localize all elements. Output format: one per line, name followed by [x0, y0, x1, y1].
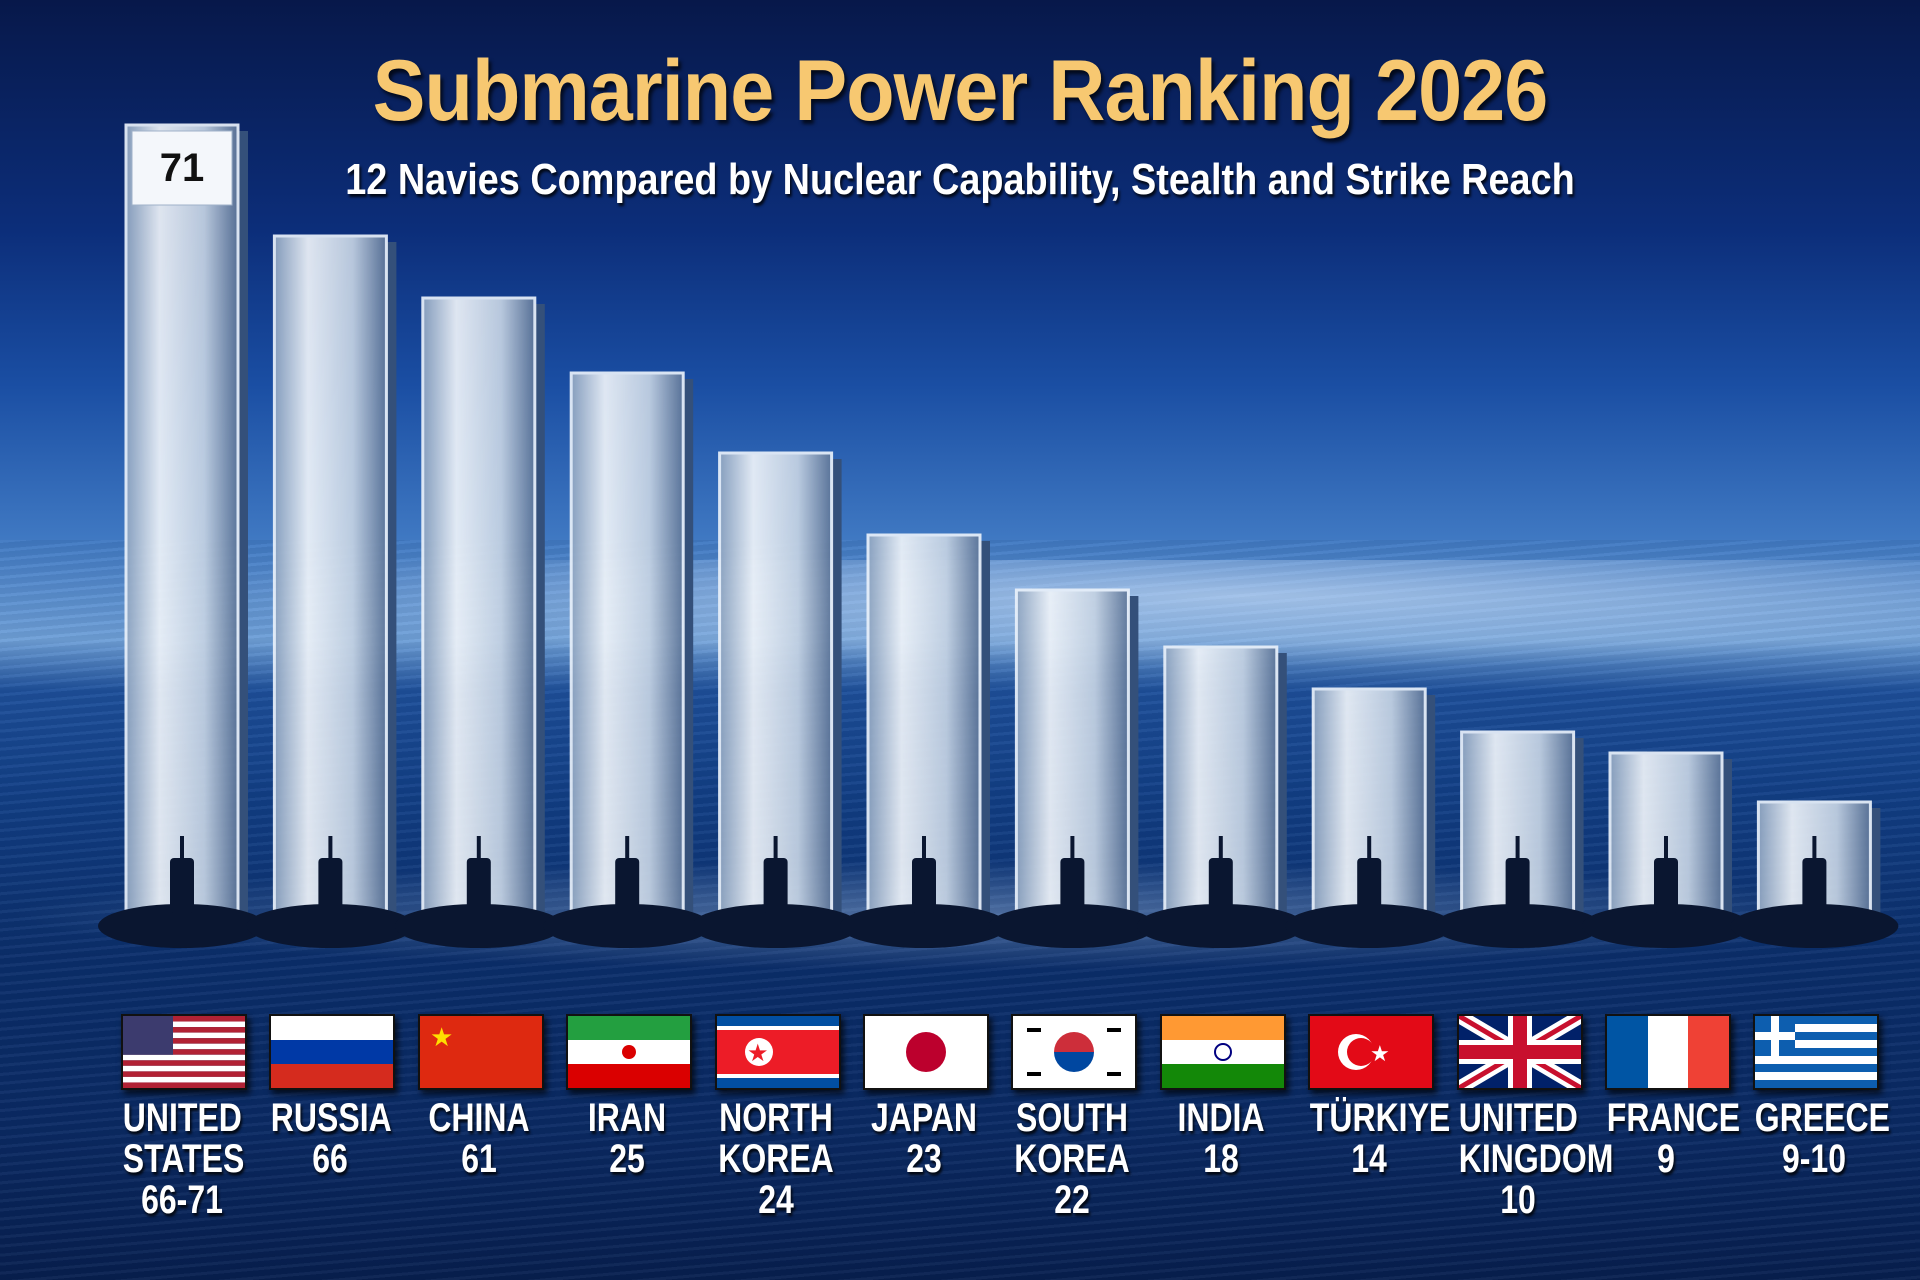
- submarine-sail: [1505, 858, 1530, 913]
- submarine-sail: [1802, 858, 1827, 913]
- flag-ir-icon: [566, 1014, 693, 1090]
- submarine-hull: [988, 904, 1157, 948]
- submarine-sail: [170, 858, 194, 913]
- svg-text:★: ★: [1370, 1041, 1390, 1066]
- submarine-sail: [466, 858, 491, 913]
- bar-side: [1425, 695, 1436, 918]
- bar-side: [238, 131, 248, 918]
- bar-side: [831, 459, 842, 918]
- bar-side: [1276, 653, 1287, 918]
- bar: [1608, 751, 1724, 920]
- flag-us-icon: [121, 1014, 247, 1090]
- category-label: FRANCE 9: [1606, 1096, 1741, 1181]
- flag-gr-icon: [1753, 1014, 1880, 1090]
- bar: [272, 234, 388, 920]
- submarine-sail: [763, 858, 788, 913]
- chart-subtitle: 12 Navies Compared by Nuclear Capability…: [345, 155, 1575, 204]
- periscope: [1367, 836, 1372, 860]
- flag-kr-icon: [1011, 1014, 1138, 1090]
- bar-value-label: 71: [160, 146, 205, 190]
- periscope: [1070, 836, 1075, 860]
- periscope: [1515, 836, 1520, 860]
- periscope: [922, 836, 926, 860]
- bar-side: [1870, 808, 1881, 918]
- flag-gb-icon: [1455, 1009, 1585, 1095]
- bar-side: [386, 242, 397, 918]
- submarine-sail: [615, 858, 640, 913]
- category-label: JAPAN 23: [870, 1096, 978, 1181]
- submarine-sail: [1060, 858, 1085, 913]
- flag-tr-icon: ★: [1308, 1014, 1435, 1090]
- periscope: [1812, 836, 1817, 860]
- submarine-hull: [394, 904, 563, 948]
- flag-ru-icon: [269, 1014, 396, 1090]
- submarine-hull: [98, 904, 266, 948]
- periscope: [625, 836, 630, 860]
- flag-cn-icon: ★: [417, 1014, 544, 1090]
- submarine-sail: [1208, 858, 1233, 913]
- svg-text:★: ★: [430, 1022, 453, 1052]
- category-label: TÜRKIYE 14: [1309, 1096, 1451, 1181]
- submarine-hull: [840, 904, 1008, 948]
- category-label: RUSSIA 66: [271, 1096, 393, 1181]
- submarine-hull: [1433, 904, 1602, 948]
- category-label: GREECE 9-10: [1755, 1096, 1891, 1181]
- svg-text:★: ★: [747, 1040, 769, 1067]
- submarine-hull: [691, 904, 860, 948]
- category-label: CHINA 61: [428, 1096, 530, 1181]
- bar-side: [1722, 759, 1732, 918]
- periscope: [1218, 836, 1223, 860]
- bar-side: [1573, 738, 1584, 918]
- flag-jp-icon: [863, 1014, 989, 1090]
- flag-kp-icon: ★: [714, 1014, 841, 1090]
- category-label: SOUTH KOREA 22: [1014, 1096, 1131, 1222]
- bar-side: [1128, 596, 1139, 918]
- bar: [124, 123, 240, 920]
- submarine-sail: [912, 858, 936, 913]
- periscope: [1664, 836, 1668, 860]
- category-label: INDIA 18: [1177, 1096, 1265, 1181]
- submarine-hull: [1730, 904, 1899, 948]
- submarine-hull: [543, 904, 712, 948]
- submarine-sail: [318, 858, 343, 913]
- flag-fr-icon: [1605, 1014, 1731, 1090]
- category-label: UNITED KINGDOM 10: [1458, 1096, 1614, 1222]
- submarine-sail: [1654, 858, 1678, 913]
- bar-side: [534, 304, 545, 918]
- bar-side: [683, 379, 694, 918]
- periscope: [773, 836, 778, 860]
- submarine-hull: [1285, 904, 1454, 948]
- flag-in-icon: [1159, 1014, 1286, 1090]
- category-label: UNITED STATES 66-71: [122, 1096, 245, 1222]
- periscope: [476, 836, 481, 860]
- periscope: [328, 836, 333, 860]
- category-label: NORTH KOREA 24: [717, 1096, 834, 1222]
- submarine-hull: [1136, 904, 1305, 948]
- bar: [421, 296, 537, 920]
- periscope: [180, 836, 184, 860]
- chart-title: Submarine Power Ranking 2026: [372, 43, 1549, 139]
- submarine-hull: [1582, 904, 1750, 948]
- submarine-sail: [1357, 858, 1382, 913]
- bar: [569, 371, 685, 920]
- bar-side: [980, 541, 990, 918]
- top-value-box: [131, 130, 233, 206]
- category-label: IRAN 25: [588, 1096, 667, 1181]
- submarine-hull: [246, 904, 415, 948]
